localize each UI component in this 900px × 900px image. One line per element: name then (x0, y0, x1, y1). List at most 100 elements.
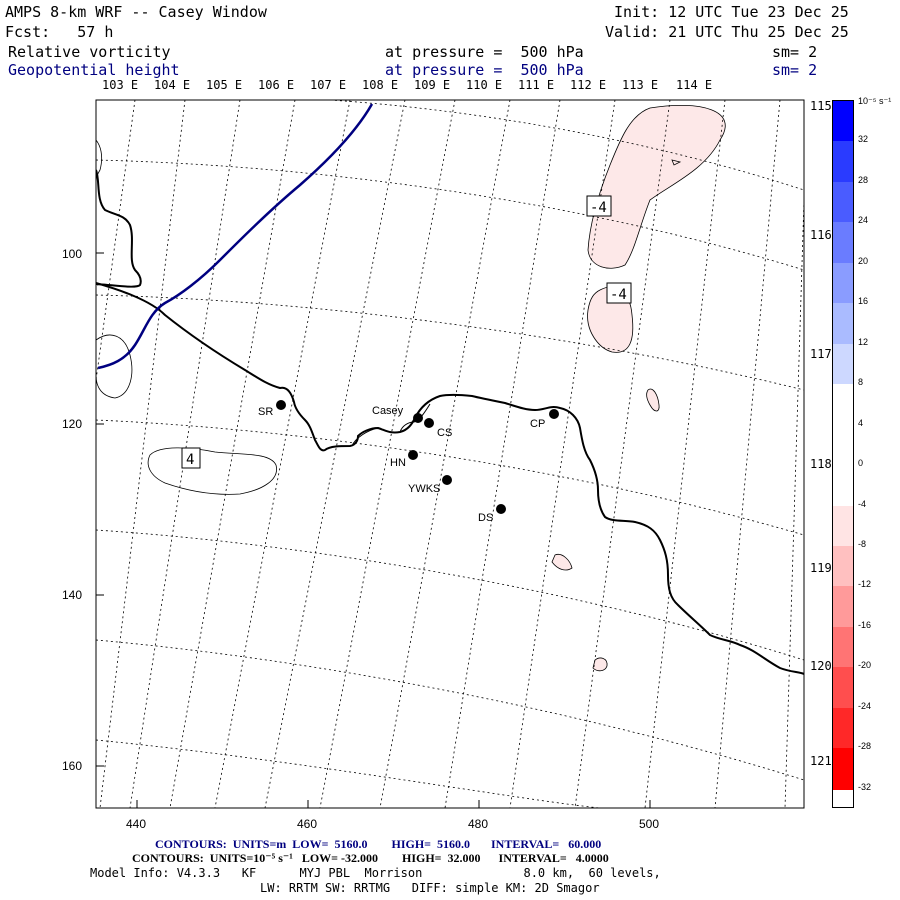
lon-label: 110 E (466, 78, 502, 92)
contour-label-box (181, 447, 201, 469)
station-label: YWKS (408, 483, 440, 495)
colorbar-label: -20 (858, 660, 872, 671)
colorbar-label: 16 (858, 296, 869, 307)
neg-vorticity-area (646, 388, 660, 412)
neg-vorticity-area (592, 657, 608, 672)
station-label: DS (478, 512, 493, 524)
colorbar-swatch (833, 101, 853, 143)
field2-smoothing: sm= 2 (772, 61, 818, 79)
pos-vorticity-contour (147, 447, 277, 495)
colorbar-label: 32 (858, 134, 869, 145)
colorbar-units: 10⁻⁵ s⁻¹ (858, 96, 892, 106)
colorbar-label: -32 (858, 781, 872, 792)
lon-label: 107 E (310, 78, 346, 92)
station-label: CS (437, 427, 452, 439)
valid-time: Valid: 21 UTC Thu 25 Dec 25 (605, 23, 849, 41)
station-label: HN (390, 457, 406, 469)
tick-marks (96, 252, 651, 808)
lon-label: 113 E (622, 78, 658, 92)
colorbar-swatch (833, 303, 853, 345)
contour-label: -4 (610, 287, 627, 303)
field1-name: Relative vorticity (8, 43, 171, 61)
init-time: Init: 12 UTC Tue 23 Dec 25 (614, 3, 849, 21)
contour-fragment (671, 159, 682, 166)
colorbar-label: 12 (858, 336, 869, 347)
coastline (399, 403, 431, 433)
colorbar-swatch (833, 586, 853, 628)
x-tick-label: 480 (468, 817, 488, 831)
colorbar-label: 24 (858, 215, 869, 226)
field2-pressure: at pressure = 500 hPa (385, 61, 584, 79)
colorbar-label: -12 (858, 579, 872, 590)
station-marker-sr[interactable] (276, 400, 286, 410)
parallel-lines (96, 100, 804, 808)
colorbar-swatch (833, 384, 853, 426)
colorbar-label: 28 (858, 174, 869, 185)
colorbar-label: 8 (858, 377, 864, 388)
colorbar-label: -16 (858, 619, 872, 630)
station-marker-ds[interactable] (496, 504, 506, 514)
lon-label: 108 E (362, 78, 398, 92)
colorbar-swatch (833, 222, 853, 264)
colorbar (832, 100, 854, 808)
station-marker-hn[interactable] (408, 450, 418, 460)
colorbar-swatch (833, 546, 853, 588)
footer-physics: LW: RRTM SW: RRTMG DIFF: simple KM: 2D S… (260, 881, 600, 895)
lon-label: 103 E (102, 78, 138, 92)
coastline (351, 427, 379, 447)
forecast-hour: Fcst: 57 h (5, 23, 114, 41)
y-tick-label: 140 (62, 588, 82, 602)
y-tick-label: 160 (62, 759, 82, 773)
colorbar-swatch (833, 262, 853, 305)
height-contour (97, 103, 374, 370)
coastline (96, 282, 804, 675)
colorbar-label: 20 (858, 255, 869, 266)
footer-model-info: Model Info: V4.3.3 KF MYJ PBL Morrison 8… (90, 866, 661, 880)
contour-label-box (586, 195, 612, 217)
x-tick-label: 440 (126, 817, 146, 831)
colorbar-swatch (833, 667, 853, 709)
plot-frame (95, 99, 805, 809)
lon-label: 112 E (570, 78, 606, 92)
colorbar-swatch (833, 424, 853, 467)
colorbar-label: -24 (858, 700, 872, 711)
station-label: Casey (372, 405, 404, 417)
station-marker-cs[interactable] (424, 418, 434, 428)
map-title: AMPS 8-km WRF -- Casey Window (5, 3, 267, 21)
footer-vorticity-contours: CONTOURS: UNITS=10⁻⁵ s⁻¹ LOW= -32.000 HI… (132, 851, 609, 865)
colorbar-swatch (833, 343, 853, 386)
x-tick-label: 500 (639, 817, 659, 831)
colorbar-label: -28 (858, 741, 872, 752)
y-tick-label: 100 (62, 247, 82, 261)
colorbar-swatch (833, 181, 853, 224)
contour-label-box (606, 282, 632, 304)
colorbar-label: 0 (858, 458, 864, 469)
station-marker-ywks[interactable] (442, 475, 452, 485)
contour-label: -4 (590, 200, 607, 216)
colorbar-label: -4 (858, 498, 867, 509)
colorbar-swatch (833, 626, 853, 669)
field2-name: Geopotential height (8, 61, 180, 79)
lon-label: 114 E (676, 78, 712, 92)
station-marker-cp[interactable] (549, 409, 559, 419)
station-label: SR (258, 406, 273, 418)
y-tick-label: 120 (62, 417, 82, 431)
meridian-lines (96, 100, 804, 808)
colorbar-swatch (833, 465, 853, 507)
neg-vorticity-area (551, 553, 573, 571)
lon-label: 106 E (258, 78, 294, 92)
lon-label: 104 E (154, 78, 190, 92)
coastline (96, 169, 142, 288)
colorbar-label: 4 (858, 417, 864, 428)
stations (276, 400, 559, 514)
x-tick-label: 460 (297, 817, 317, 831)
neg-vorticity-area (587, 105, 726, 269)
lon-label: 105 E (206, 78, 242, 92)
colorbar-swatch (833, 748, 853, 790)
station-marker-casey[interactable] (413, 413, 423, 423)
colorbar-swatch (833, 707, 853, 750)
lon-label: 109 E (414, 78, 450, 92)
colorbar-swatch (833, 505, 853, 548)
field1-pressure: at pressure = 500 hPa (385, 43, 584, 61)
